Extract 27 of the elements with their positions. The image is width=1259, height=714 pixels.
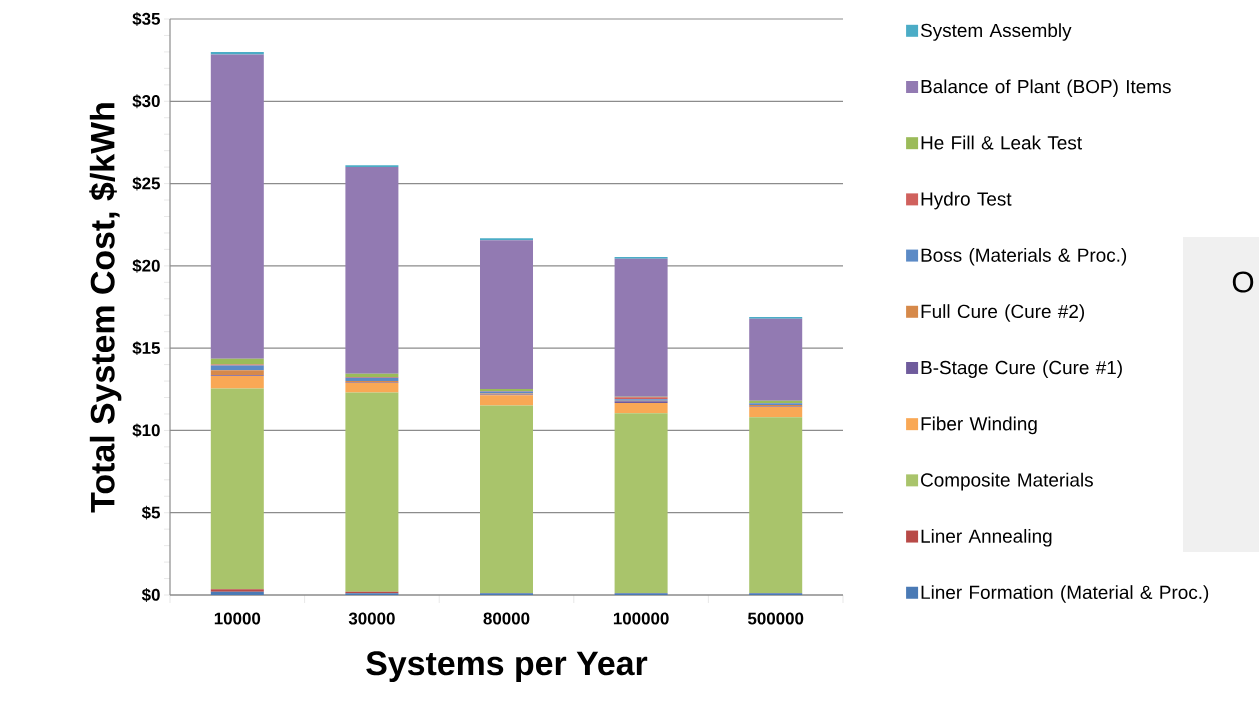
x-tick-label: 10000 bbox=[214, 612, 261, 625]
x-tick-label: 500000 bbox=[747, 612, 804, 625]
y-tick-label: $5 bbox=[141, 505, 161, 520]
x-axis-title: Systems per Year bbox=[366, 651, 648, 683]
y-tick-label: $15 bbox=[132, 341, 161, 356]
legend-label: B-Stage Cure (Cure #1) bbox=[921, 360, 1122, 378]
x-tick-label: 80000 bbox=[483, 612, 530, 625]
legend-label: Liner Annealing bbox=[921, 528, 1052, 547]
y-tick-label: $30 bbox=[132, 94, 160, 109]
legend-label: He Fill & Leak Test bbox=[921, 135, 1082, 150]
y-tick-label: $35 bbox=[132, 12, 161, 26]
legend-label: Boss (Materials & Proc.) bbox=[921, 247, 1127, 266]
x-tick-label: 100000 bbox=[613, 612, 669, 625]
text: O bbox=[1232, 271, 1254, 293]
legend-label: Liner Formation (Material & Proc.) bbox=[921, 585, 1209, 603]
y-tick-label: $25 bbox=[132, 176, 161, 191]
legend-label: Composite Materials bbox=[921, 472, 1093, 491]
legend-label: Full Cure (Cure #2) bbox=[921, 304, 1085, 322]
y-tick-label: $0 bbox=[141, 588, 160, 602]
x-tick-label: 30000 bbox=[348, 612, 395, 625]
y-tick-label: $10 bbox=[132, 423, 160, 438]
legend-label: System Assembly bbox=[920, 23, 1072, 41]
legend-label: Fiber Winding bbox=[921, 416, 1037, 435]
y-tick-label: $20 bbox=[132, 258, 160, 273]
legend-label: Balance of Plant (BOP) Items bbox=[921, 79, 1171, 98]
legend-label: Hydro Test bbox=[921, 191, 1012, 210]
y-axis-title: Total System Cost, $/kWh bbox=[89, 103, 122, 513]
